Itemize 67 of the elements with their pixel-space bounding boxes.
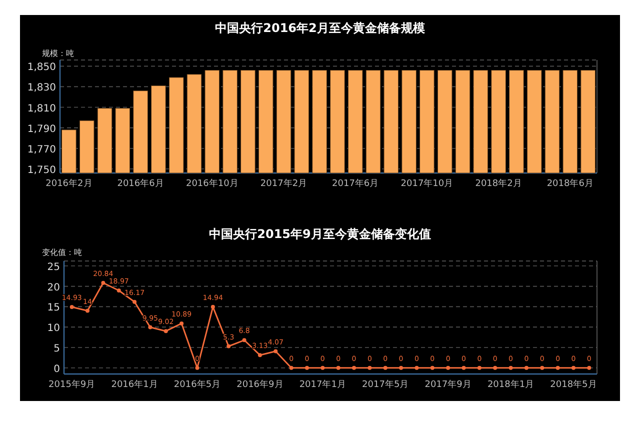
point: [414, 366, 419, 370]
point: [399, 366, 404, 370]
y-tick-label: 1,850: [27, 62, 56, 74]
point: [86, 308, 90, 313]
point: [210, 304, 215, 309]
point: [226, 344, 231, 348]
x-tick-label: 2018年1月: [487, 379, 534, 390]
x-tick-label: 2017年6月: [332, 178, 379, 189]
point: [70, 304, 74, 309]
chart-title: 中国央行2016年2月至今黄金储备规模: [215, 21, 425, 35]
point: [446, 366, 450, 370]
x-tick-label: 2016年5月: [174, 379, 221, 390]
x-tick-label: 2017年9月: [424, 379, 472, 390]
point: [524, 366, 528, 370]
point: [274, 349, 278, 354]
x-tick-label: 2016年1月: [111, 379, 158, 390]
y-tick-label: 25: [47, 262, 60, 273]
point: [195, 366, 200, 370]
point: [508, 366, 513, 370]
point: [368, 366, 372, 370]
point: [556, 366, 560, 370]
point: [164, 329, 168, 334]
x-tick-label: 2018年6月: [546, 178, 594, 189]
point: [336, 366, 340, 370]
point: [132, 300, 137, 304]
point: [493, 366, 498, 370]
x-tick-label: 2018年5月: [550, 379, 597, 390]
point: [430, 366, 434, 370]
y-tick-label: 0: [54, 364, 60, 375]
point: [383, 366, 388, 370]
point: [101, 280, 106, 285]
y-axis-title: 规模：吨: [42, 49, 74, 58]
y-tick-label: 20: [47, 282, 60, 294]
point: [352, 366, 356, 370]
chart-title: 中国央行2015年9月至今黄金储备变化值: [209, 227, 431, 241]
y-tick-label: 15: [47, 302, 60, 314]
x-tick-label: 2015年9月: [48, 379, 96, 390]
x-tick-label: 2016年6月: [117, 178, 164, 189]
point: [180, 321, 184, 326]
point: [304, 366, 309, 370]
point: [477, 366, 482, 370]
y-tick-label: 10: [47, 323, 60, 334]
point: [258, 353, 262, 358]
point: [116, 288, 121, 292]
x-tick-label: 2016年9月: [236, 379, 284, 390]
y-tick-label: 5: [54, 343, 60, 354]
x-tick-label: 2017年1月: [299, 379, 346, 390]
point: [320, 366, 325, 370]
x-tick-label: 2017年10月: [400, 178, 454, 189]
x-tick-label: 2018年2月: [475, 178, 522, 189]
point: [148, 325, 152, 330]
x-tick-label: 2016年2月: [46, 178, 92, 189]
y-tick-label: 1,790: [27, 124, 56, 135]
point: [571, 366, 576, 370]
y-tick-label: 1,770: [27, 144, 56, 156]
point: [462, 366, 466, 370]
x-tick-label: 2017年2月: [260, 178, 308, 189]
y-tick-label: 1,810: [27, 103, 56, 114]
x-tick-label: 2017年5月: [362, 379, 409, 390]
point: [540, 366, 544, 370]
point: [587, 366, 592, 370]
y-tick-label: 1,750: [27, 164, 56, 176]
x-tick-label: 2016年10月: [186, 178, 238, 189]
point: [289, 366, 294, 370]
y-axis-title: 变化值：吨: [42, 248, 82, 257]
point: [242, 338, 246, 342]
y-tick-label: 1,830: [27, 82, 56, 94]
